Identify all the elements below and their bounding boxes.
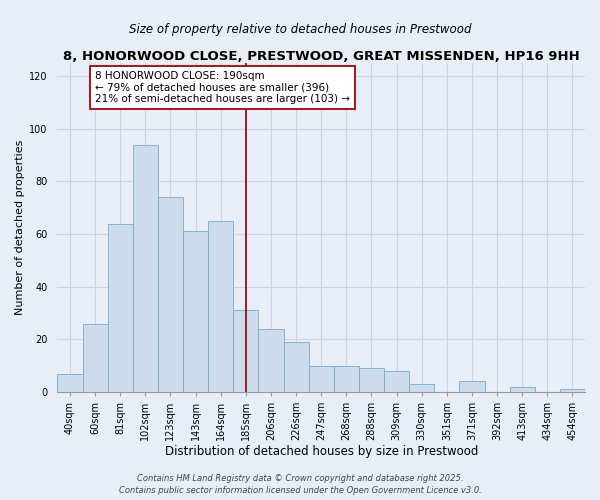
Bar xyxy=(509,386,535,392)
Title: 8, HONORWOOD CLOSE, PRESTWOOD, GREAT MISSENDEN, HP16 9HH: 8, HONORWOOD CLOSE, PRESTWOOD, GREAT MIS… xyxy=(63,50,580,63)
Bar xyxy=(359,368,384,392)
Bar xyxy=(560,390,585,392)
Text: 8 HONORWOOD CLOSE: 190sqm
← 79% of detached houses are smaller (396)
21% of semi: 8 HONORWOOD CLOSE: 190sqm ← 79% of detac… xyxy=(95,71,350,104)
Text: Size of property relative to detached houses in Prestwood: Size of property relative to detached ho… xyxy=(129,22,471,36)
Bar xyxy=(133,144,158,392)
Bar xyxy=(183,232,208,392)
Bar xyxy=(334,366,359,392)
Bar xyxy=(58,374,83,392)
Bar xyxy=(158,197,183,392)
Bar xyxy=(208,221,233,392)
Y-axis label: Number of detached properties: Number of detached properties xyxy=(15,140,25,315)
Bar xyxy=(83,324,107,392)
Text: Contains HM Land Registry data © Crown copyright and database right 2025.
Contai: Contains HM Land Registry data © Crown c… xyxy=(119,474,481,495)
Bar xyxy=(107,224,133,392)
Bar xyxy=(384,371,409,392)
Bar xyxy=(460,382,485,392)
Bar xyxy=(284,342,308,392)
Bar xyxy=(409,384,434,392)
X-axis label: Distribution of detached houses by size in Prestwood: Distribution of detached houses by size … xyxy=(164,444,478,458)
Bar xyxy=(233,310,259,392)
Bar xyxy=(259,329,284,392)
Bar xyxy=(308,366,334,392)
